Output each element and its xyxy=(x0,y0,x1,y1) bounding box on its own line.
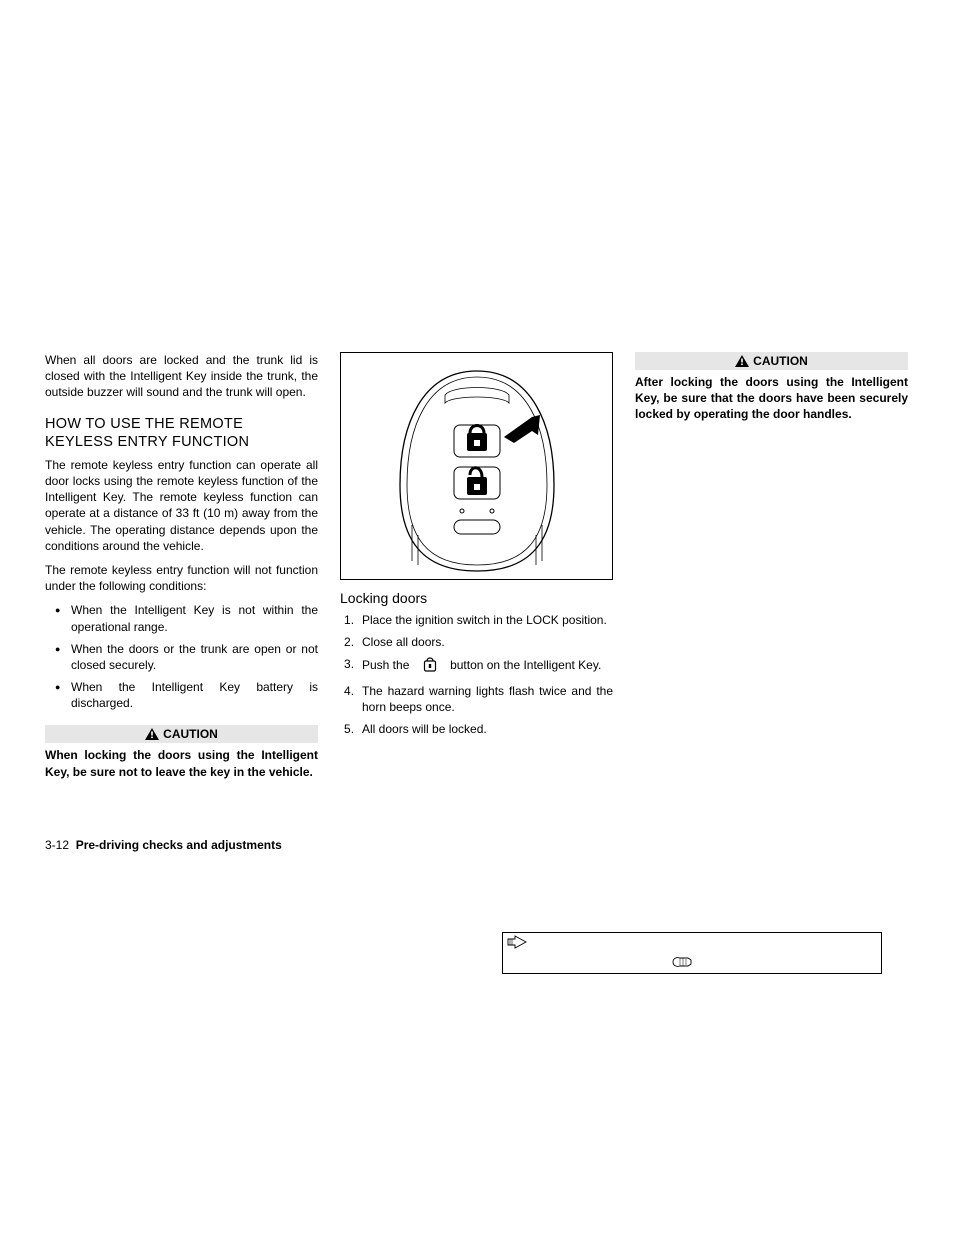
page-content: When all doors are locked and the trunk … xyxy=(45,352,909,852)
heading-line-1: HOW TO USE THE REMOTE xyxy=(45,416,243,432)
step3-suffix: button on the Intelligent Key. xyxy=(450,658,601,672)
step-item: Close all doors. xyxy=(340,634,613,650)
column-1: When all doors are locked and the trunk … xyxy=(45,352,318,852)
locking-steps: Place the ignition switch in the LOCK po… xyxy=(340,612,613,743)
warning-triangle-icon xyxy=(145,728,159,740)
pointing-hand-icon xyxy=(507,935,527,952)
conditions-list: When the Intelligent Key is not within t… xyxy=(45,602,318,717)
step-item: Push the button on the Intelligent Key. xyxy=(340,656,613,676)
paragraph-2: The remote keyless entry function can op… xyxy=(45,457,318,554)
step-item: Place the ignition switch in the LOCK po… xyxy=(340,612,613,628)
caution-header: CAUTION xyxy=(635,352,908,370)
caution-text: When locking the doors using the Intelli… xyxy=(45,747,318,779)
caution-label: CAUTION xyxy=(753,354,808,368)
list-item: When the doors or the trunk are open or … xyxy=(45,641,318,673)
list-item: When the Intelligent Key is not within t… xyxy=(45,602,318,634)
locking-doors-subheading: Locking doors xyxy=(340,590,613,606)
intro-paragraph: When all doors are locked and the trunk … xyxy=(45,352,318,401)
paragraph-3: The remote keyless entry function will n… xyxy=(45,562,318,594)
caution-label: CAUTION xyxy=(163,727,218,741)
step3-prefix: Push the xyxy=(362,658,409,672)
section-title: Pre-driving checks and adjustments xyxy=(76,838,282,852)
page-number: 3-12 xyxy=(45,838,69,852)
lock-button-icon xyxy=(423,656,437,676)
key-fob-figure xyxy=(340,352,613,580)
caution-text: After locking the doors using the Intell… xyxy=(635,374,908,423)
step-item: The hazard warning lights flash twice an… xyxy=(340,683,613,715)
pointing-hand-icon xyxy=(671,955,693,972)
key-fob-illustration xyxy=(382,365,572,577)
registration-box xyxy=(502,932,882,974)
step-item: All doors will be locked. xyxy=(340,721,613,737)
list-item: When the Intelligent Key battery is disc… xyxy=(45,679,318,711)
column-2: Locking doors Place the ignition switch … xyxy=(340,352,613,852)
column-3: CAUTION After locking the doors using th… xyxy=(635,352,908,852)
section-heading: HOW TO USE THE REMOTE KEYLESS ENTRY FUNC… xyxy=(45,415,318,451)
warning-triangle-icon xyxy=(735,355,749,367)
page-footer: 3-12 Pre-driving checks and adjustments xyxy=(45,838,282,852)
heading-line-2: KEYLESS ENTRY FUNCTION xyxy=(45,434,249,450)
caution-header: CAUTION xyxy=(45,725,318,743)
